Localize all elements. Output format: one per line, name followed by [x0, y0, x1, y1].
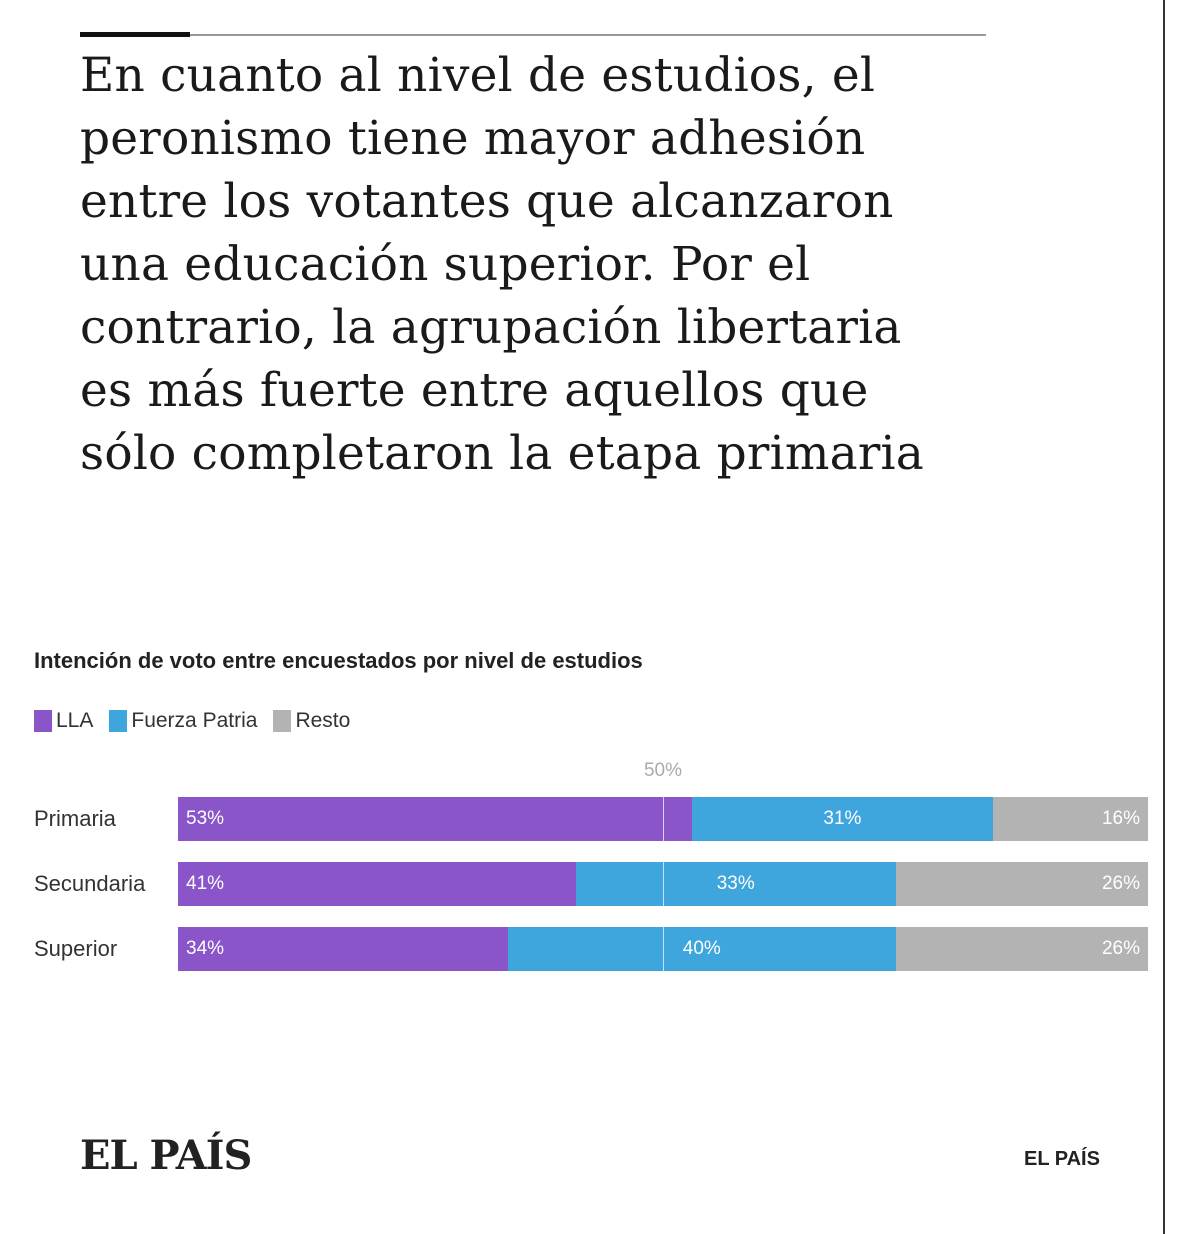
category-label: Secundaria	[34, 871, 146, 896]
headline-line: contrario, la agrupación libertaria	[80, 300, 902, 355]
data-label: 40%	[682, 938, 721, 959]
chart-title: Intención de voto entre encuestados por …	[34, 648, 643, 673]
category-label: Primaria	[34, 806, 116, 831]
legend: LLA Fuerza Patria Resto	[34, 709, 350, 733]
bar-row: 34% 40% 26%	[178, 927, 1148, 971]
data-label: 53%	[186, 808, 225, 829]
headline-line: peronismo tiene mayor adhesión	[80, 111, 866, 166]
data-label: 33%	[716, 873, 755, 894]
bar-segment-fuerza-patria: 31%	[692, 797, 993, 841]
right-border	[1163, 0, 1165, 1234]
headline-line: En cuanto al nivel de estudios, el	[80, 48, 876, 103]
legend-swatch	[109, 710, 128, 732]
legend-swatch	[273, 710, 292, 732]
data-label: 26%	[1101, 938, 1140, 959]
source-credit: EL PAÍS	[1024, 1148, 1100, 1170]
legend-item: Fuerza Patria	[109, 709, 257, 733]
bar-segment-lla: 34%	[178, 927, 508, 971]
bar-segment-fuerza-patria: 33%	[575, 862, 896, 906]
data-label: 16%	[1101, 808, 1140, 829]
data-label: 31%	[823, 808, 862, 829]
legend-label: Fuerza Patria	[131, 709, 258, 732]
data-label: 34%	[186, 938, 225, 959]
data-label: 26%	[1101, 873, 1140, 894]
category-label: Superior	[34, 936, 118, 961]
top-rule	[80, 34, 986, 36]
legend-swatch	[34, 710, 52, 732]
bar-row: 53% 31% 16%	[178, 797, 1148, 841]
legend-label: Resto	[295, 709, 351, 732]
legend-label: LLA	[56, 709, 94, 732]
reference-label: 50%	[643, 760, 683, 781]
bar-segment-fuerza-patria: 40%	[507, 927, 896, 971]
top-rule-accent	[80, 32, 190, 37]
headline-line: una educación superior. Por el	[80, 237, 811, 292]
bar-segment-resto: 26%	[895, 927, 1148, 971]
bar-segment-resto: 26%	[895, 862, 1148, 906]
reference-line-50	[663, 790, 664, 975]
headline-line: es más fuerte entre aquellos que	[80, 363, 869, 418]
bar-row: 41% 33% 26%	[178, 862, 1148, 906]
el-pais-logo: EL PAÍS	[80, 1132, 252, 1179]
headline: En cuanto al nivel de estudios, el peroni…	[80, 44, 1080, 485]
headline-line: entre los votantes que alcanzaron	[80, 174, 894, 229]
bar-segment-resto: 16%	[992, 797, 1148, 841]
legend-item: LLA	[34, 709, 93, 733]
data-label: 41%	[186, 873, 225, 894]
headline-line: sólo completaron la etapa primaria	[80, 426, 924, 481]
legend-item: Resto	[273, 709, 350, 733]
bar-segment-lla: 53%	[178, 797, 693, 841]
bar-segment-lla: 41%	[178, 862, 576, 906]
